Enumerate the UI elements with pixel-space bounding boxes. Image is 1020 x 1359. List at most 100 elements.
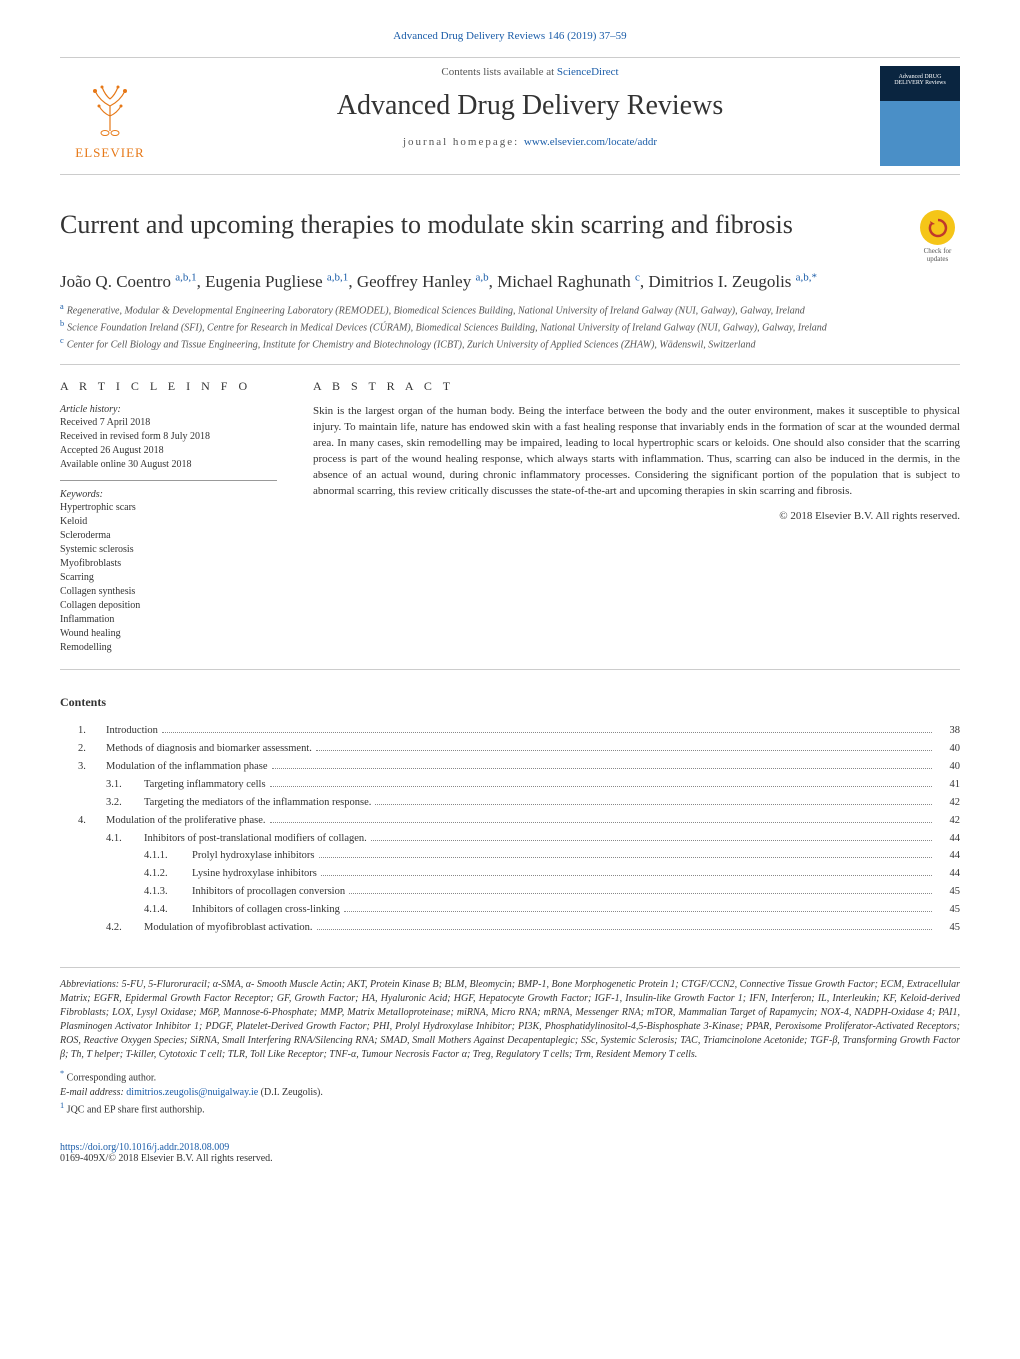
toc-title: Modulation of the inflammation phase (106, 758, 268, 776)
toc-row[interactable]: 4.2. Modulation of myofibroblast activat… (60, 919, 960, 937)
paper-title: Current and upcoming therapies to modula… (60, 210, 905, 240)
toc-page: 45 (936, 901, 960, 919)
toc-number: 3.1. (106, 776, 144, 794)
article-info-head: A R T I C L E I N F O (60, 379, 277, 394)
toc-dots (316, 750, 932, 751)
toc-title: Inhibitors of post-translational modifie… (144, 830, 367, 848)
corresponding-mark: * (60, 1069, 64, 1078)
toc-dots (319, 857, 933, 858)
doi-link[interactable]: https://doi.org/10.1016/j.addr.2018.08.0… (60, 1142, 229, 1153)
check-updates-widget[interactable]: Check for updates (915, 210, 960, 263)
homepage-prefix: journal homepage: (403, 136, 524, 148)
publisher-logo: ELSEVIER (60, 66, 160, 166)
affiliations: aRegenerative, Modular & Developmental E… (60, 301, 960, 353)
authors-line: João Q. Coentro a,b,1, Eugenia Pugliese … (60, 269, 960, 295)
toc-row[interactable]: 4.1.2. Lysine hydroxylase inhibitors 44 (60, 865, 960, 883)
toc-dots (270, 822, 933, 823)
toc-page: 40 (936, 740, 960, 758)
article-info-block: A R T I C L E I N F O Article history: R… (60, 365, 295, 669)
shared-text: JQC and EP share first authorship. (67, 1104, 205, 1115)
homepage-link[interactable]: www.elsevier.com/locate/addr (524, 136, 657, 148)
history-list: Received 7 April 2018Received in revised… (60, 416, 277, 472)
journal-cover-thumbnail: Advanced DRUG DELIVERY Reviews (880, 66, 960, 166)
publisher-name: ELSEVIER (75, 145, 144, 161)
toc-title: Prolyl hydroxylase inhibitors (192, 847, 315, 865)
keywords-list: Hypertrophic scarsKeloidSclerodermaSyste… (60, 501, 277, 655)
abbreviations-text: 5-FU, 5-Fluroruracil; α-SMA, α- Smooth M… (60, 979, 960, 1060)
history-label: Article history: (60, 404, 277, 415)
abstract-block: A B S T R A C T Skin is the largest orga… (295, 365, 960, 669)
elsevier-tree-icon (75, 71, 145, 141)
toc-title: Lysine hydroxylase inhibitors (192, 865, 317, 883)
issn-copyright-line: 0169-409X/© 2018 Elsevier B.V. All right… (60, 1153, 960, 1164)
toc-number: 4. (78, 812, 106, 830)
shared-mark: 1 (60, 1101, 64, 1110)
abstract-copyright: © 2018 Elsevier B.V. All rights reserved… (313, 510, 960, 522)
toc-dots (371, 840, 932, 841)
toc-number: 2. (78, 740, 106, 758)
toc-page: 42 (936, 794, 960, 812)
toc-row[interactable]: 1. Introduction 38 (60, 722, 960, 740)
toc-dots (162, 732, 932, 733)
toc-page: 44 (936, 830, 960, 848)
toc-title: Targeting the mediators of the inflammat… (144, 794, 371, 812)
title-row: Current and upcoming therapies to modula… (60, 210, 960, 263)
toc-row[interactable]: 4.1.1. Prolyl hydroxylase inhibitors 44 (60, 847, 960, 865)
corresponding-text: Corresponding author. (67, 1072, 156, 1083)
abstract-text: Skin is the largest organ of the human b… (313, 404, 960, 500)
toc-page: 38 (936, 722, 960, 740)
email-link[interactable]: dimitrios.zeugolis@nuigalway.ie (126, 1087, 258, 1098)
contents-prefix: Contents lists available at (441, 66, 556, 78)
toc-page: 40 (936, 758, 960, 776)
footnotes: * Corresponding author. E-mail address: … (60, 1068, 960, 1118)
toc-row[interactable]: 3.1. Targeting inflammatory cells 41 (60, 776, 960, 794)
toc-page: 42 (936, 812, 960, 830)
toc-row[interactable]: 3. Modulation of the inflammation phase … (60, 758, 960, 776)
toc-title: Introduction (106, 722, 158, 740)
toc-number: 4.1.3. (144, 883, 192, 901)
toc-dots (375, 804, 932, 805)
cover-thumb-title: Advanced DRUG DELIVERY Reviews (884, 74, 956, 86)
contents-heading: Contents (60, 695, 960, 710)
toc-dots (317, 929, 932, 930)
shared-authorship-note: 1 JQC and EP share first authorship. (60, 1100, 960, 1117)
toc-dots (270, 786, 932, 787)
sciencedirect-link[interactable]: ScienceDirect (557, 66, 619, 78)
toc-title: Inhibitors of collagen cross-linking (192, 901, 340, 919)
toc-page: 44 (936, 847, 960, 865)
info-abstract-row: A R T I C L E I N F O Article history: R… (60, 364, 960, 670)
header-banner: ELSEVIER Contents lists available at Sci… (60, 57, 960, 175)
toc-row[interactable]: 2. Methods of diagnosis and biomarker as… (60, 740, 960, 758)
toc-row[interactable]: 4. Modulation of the proliferative phase… (60, 812, 960, 830)
abbreviations-block: Abbreviations: 5-FU, 5-Fluroruracil; α-S… (60, 967, 960, 1062)
toc-number: 4.1. (106, 830, 144, 848)
toc-title: Modulation of the proliferative phase. (106, 812, 266, 830)
check-updates-label: Check for updates (915, 247, 960, 263)
toc-dots (344, 911, 932, 912)
homepage-line: journal homepage: www.elsevier.com/locat… (200, 136, 860, 148)
toc-dots (321, 875, 932, 876)
abbreviations-label: Abbreviations: (60, 979, 119, 990)
table-of-contents: 1. Introduction 38 2. Methods of diagnos… (60, 722, 960, 936)
toc-row[interactable]: 3.2. Targeting the mediators of the infl… (60, 794, 960, 812)
toc-number: 4.1.2. (144, 865, 192, 883)
toc-page: 41 (936, 776, 960, 794)
toc-number: 4.2. (106, 919, 144, 937)
header-center: Contents lists available at ScienceDirec… (180, 66, 880, 148)
toc-number: 4.1.4. (144, 901, 192, 919)
abstract-head: A B S T R A C T (313, 379, 960, 394)
toc-dots (349, 893, 932, 894)
email-note: E-mail address: dimitrios.zeugolis@nuiga… (60, 1085, 960, 1100)
toc-page: 45 (936, 883, 960, 901)
check-updates-icon (920, 210, 955, 245)
toc-row[interactable]: 4.1.3. Inhibitors of procollagen convers… (60, 883, 960, 901)
journal-title: Advanced Drug Delivery Reviews (200, 90, 860, 122)
info-divider (60, 480, 277, 481)
toc-number: 4.1.1. (144, 847, 192, 865)
toc-row[interactable]: 4.1.4. Inhibitors of collagen cross-link… (60, 901, 960, 919)
email-attribution: (D.I. Zeugolis). (258, 1087, 323, 1098)
doi-block: https://doi.org/10.1016/j.addr.2018.08.0… (60, 1142, 960, 1164)
toc-page: 45 (936, 919, 960, 937)
toc-row[interactable]: 4.1. Inhibitors of post-translational mo… (60, 830, 960, 848)
toc-title: Targeting inflammatory cells (144, 776, 266, 794)
